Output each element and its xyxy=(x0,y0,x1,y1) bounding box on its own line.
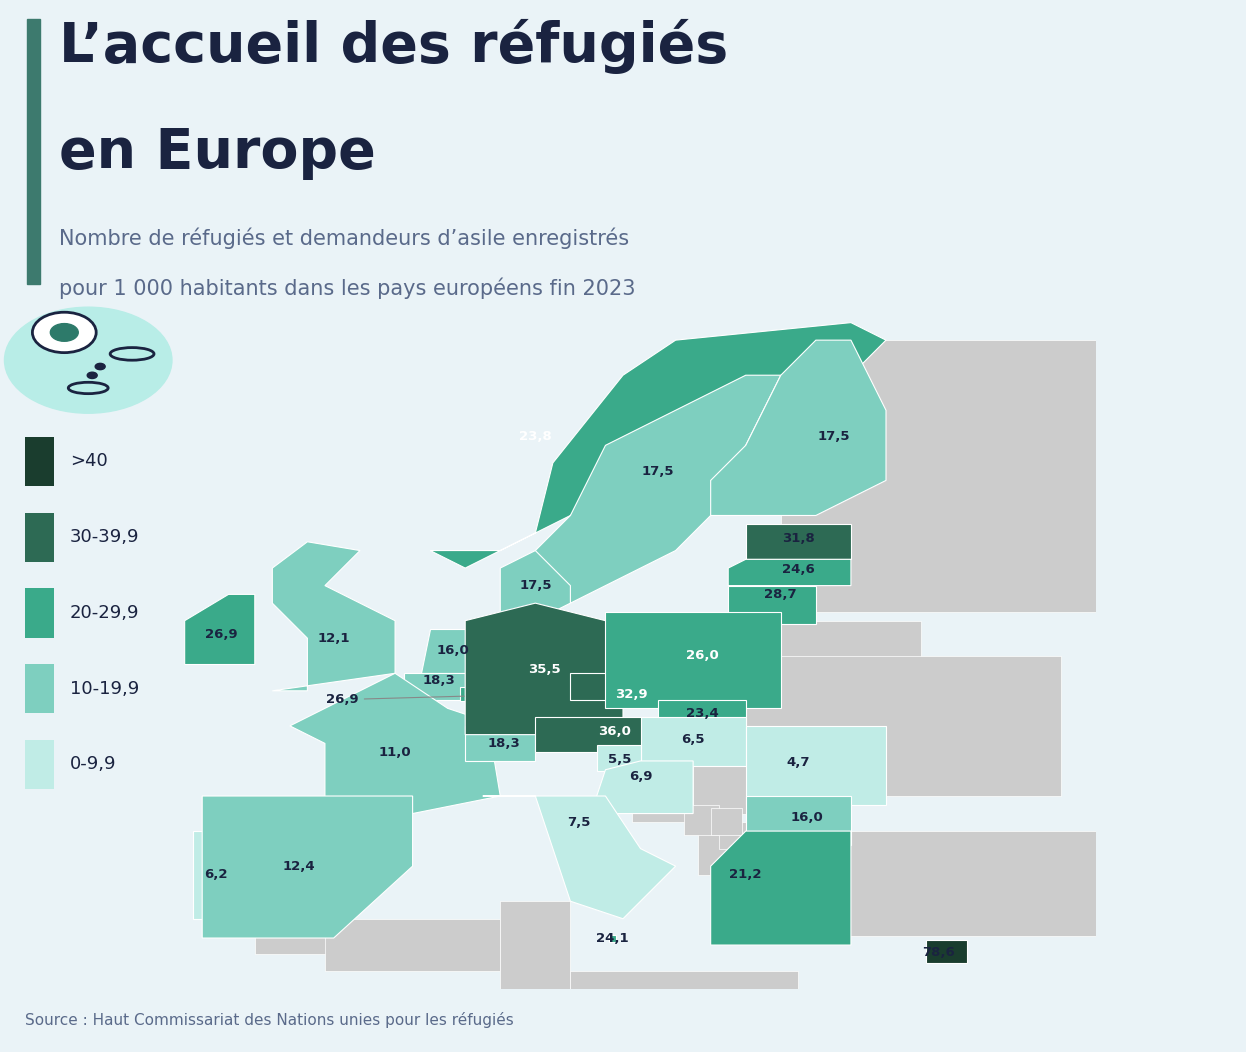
Polygon shape xyxy=(781,621,921,673)
Polygon shape xyxy=(834,726,886,770)
Text: en Europe: en Europe xyxy=(59,126,375,180)
Polygon shape xyxy=(746,796,851,845)
Text: 20-29,9: 20-29,9 xyxy=(70,604,140,622)
Text: 6,2: 6,2 xyxy=(204,868,228,882)
Polygon shape xyxy=(816,831,1096,936)
Text: 18,3: 18,3 xyxy=(487,736,520,750)
Text: 24,6: 24,6 xyxy=(782,563,815,576)
Polygon shape xyxy=(202,796,412,938)
Polygon shape xyxy=(684,805,719,834)
Text: 10-19,9: 10-19,9 xyxy=(70,680,140,697)
Circle shape xyxy=(5,307,172,413)
Polygon shape xyxy=(325,918,500,971)
Polygon shape xyxy=(184,594,254,665)
Text: pour 1 000 habitants dans les pays européens fin 2023: pour 1 000 habitants dans les pays europ… xyxy=(59,278,635,299)
Text: 16,0: 16,0 xyxy=(791,810,824,824)
Text: Nombre de réfugiés et demandeurs d’asile enregistrés: Nombre de réfugiés et demandeurs d’asile… xyxy=(59,227,629,248)
FancyBboxPatch shape xyxy=(25,664,54,713)
Polygon shape xyxy=(430,323,886,568)
Polygon shape xyxy=(926,939,967,963)
Text: 4,7: 4,7 xyxy=(786,756,810,769)
Polygon shape xyxy=(597,745,640,771)
Polygon shape xyxy=(693,761,764,813)
Text: >40: >40 xyxy=(70,452,107,470)
Polygon shape xyxy=(536,376,781,603)
Polygon shape xyxy=(728,586,816,624)
Polygon shape xyxy=(482,796,675,918)
Text: 6,9: 6,9 xyxy=(629,770,653,784)
Polygon shape xyxy=(710,831,851,945)
Polygon shape xyxy=(632,770,693,823)
Text: 17,5: 17,5 xyxy=(642,465,674,479)
Polygon shape xyxy=(597,761,693,813)
Polygon shape xyxy=(746,726,886,805)
Polygon shape xyxy=(606,612,781,708)
Circle shape xyxy=(95,363,105,369)
Polygon shape xyxy=(571,971,799,1041)
Text: 7,5: 7,5 xyxy=(567,815,591,829)
Polygon shape xyxy=(640,717,746,766)
Text: Source : Haut Commissariat des Nations unies pour les réfugiés: Source : Haut Commissariat des Nations u… xyxy=(25,1012,513,1029)
Polygon shape xyxy=(658,700,746,729)
Polygon shape xyxy=(699,823,728,875)
Polygon shape xyxy=(746,524,851,560)
Text: 31,8: 31,8 xyxy=(782,531,815,545)
Polygon shape xyxy=(193,831,252,918)
FancyBboxPatch shape xyxy=(25,512,54,562)
Polygon shape xyxy=(719,823,764,849)
Polygon shape xyxy=(500,550,571,621)
Text: 12,4: 12,4 xyxy=(283,859,315,873)
Text: 78,6: 78,6 xyxy=(922,946,954,958)
Polygon shape xyxy=(254,918,343,954)
Text: 17,5: 17,5 xyxy=(520,579,552,592)
Text: 16,0: 16,0 xyxy=(436,644,470,658)
Circle shape xyxy=(32,312,96,352)
Text: 26,9: 26,9 xyxy=(206,628,238,642)
Text: 18,3: 18,3 xyxy=(422,673,455,687)
Text: 28,7: 28,7 xyxy=(765,588,797,601)
Polygon shape xyxy=(746,655,1062,796)
Text: 11,0: 11,0 xyxy=(379,746,411,758)
Text: L’accueil des réfugiés: L’accueil des réfugiés xyxy=(59,19,728,74)
Text: 5,5: 5,5 xyxy=(608,752,632,766)
Text: 26,0: 26,0 xyxy=(685,649,718,663)
Polygon shape xyxy=(460,687,473,702)
Polygon shape xyxy=(781,340,1096,612)
Text: 12,1: 12,1 xyxy=(318,631,350,645)
FancyBboxPatch shape xyxy=(25,437,54,486)
Text: 6,5: 6,5 xyxy=(682,733,705,747)
Text: 21,2: 21,2 xyxy=(729,868,763,882)
Polygon shape xyxy=(710,340,886,515)
Text: 36,0: 36,0 xyxy=(598,725,630,737)
Polygon shape xyxy=(273,542,395,691)
Polygon shape xyxy=(404,673,465,700)
Polygon shape xyxy=(710,808,743,834)
Circle shape xyxy=(87,372,97,379)
Text: 17,5: 17,5 xyxy=(817,430,850,443)
Bar xyxy=(27,19,40,284)
Polygon shape xyxy=(571,673,675,700)
Polygon shape xyxy=(465,726,536,761)
Text: 32,9: 32,9 xyxy=(616,688,648,701)
Polygon shape xyxy=(290,673,500,813)
Text: 24,1: 24,1 xyxy=(596,931,629,945)
Text: 26,9: 26,9 xyxy=(326,693,465,706)
Polygon shape xyxy=(728,560,851,586)
Polygon shape xyxy=(500,902,571,1041)
Text: 0-9,9: 0-9,9 xyxy=(70,755,116,773)
Polygon shape xyxy=(536,717,658,752)
Polygon shape xyxy=(609,934,616,942)
Polygon shape xyxy=(0,410,132,463)
Polygon shape xyxy=(465,603,623,734)
FancyBboxPatch shape xyxy=(25,740,54,789)
Circle shape xyxy=(50,324,78,341)
Polygon shape xyxy=(421,629,482,673)
FancyBboxPatch shape xyxy=(25,588,54,638)
Text: 23,8: 23,8 xyxy=(518,430,552,443)
Text: 35,5: 35,5 xyxy=(528,663,561,676)
Text: 30-39,9: 30-39,9 xyxy=(70,528,140,546)
Text: 23,4: 23,4 xyxy=(685,707,718,721)
